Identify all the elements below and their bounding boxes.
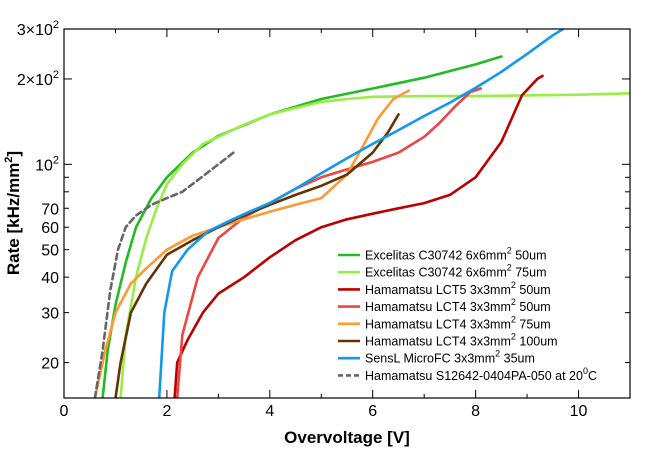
legend-entry-6: SensL MicroFC 3x3mm2 35um [365,349,535,366]
legend-entry-7: Hamamatsu S12642-0404PA-050 at 200C [365,366,597,383]
y-tick-label: 30 [41,306,59,323]
plot-frame [63,28,631,399]
y-tick-labels: 20 30 40 50 60 70 102 2×102 3×102 [17,19,59,373]
y-tick-label-exponent: 102 [35,154,59,174]
y-tick-label: 70 [41,201,59,218]
x-tick-label: 0 [60,403,69,420]
y-axis-label: Rate [kHz/mm2] [3,151,23,275]
legend-entry-0: Excelitas C30742 6x6mm2 50um [365,246,547,263]
series-line-3 [175,87,483,398]
y-axis-label-group: Rate [kHz/mm2] [3,151,23,275]
series-line-4 [93,89,411,398]
series-layer [93,29,630,398]
x-tick-label: 8 [471,403,480,420]
x-tick-label: 4 [265,403,274,420]
series-line-2 [173,74,544,398]
y-tick-label: 60 [41,220,59,237]
y-tick-label: 50 [41,243,59,260]
legend-entry-3: Hamamatsu LCT4 3x3mm2 50um [365,297,551,314]
series-line-6 [157,29,565,398]
x-tick-label: 2 [162,403,171,420]
series-line-7 [93,149,238,398]
y-tick-label: 20 [41,356,59,373]
y-tick-label: 40 [41,270,59,287]
x-tick-label: 6 [368,403,377,420]
x-tick-label: 10 [570,403,588,420]
x-tick-labels: 0 2 4 6 8 10 [60,403,588,420]
legend-entry-2: Hamamatsu LCT5 3x3mm2 50um [365,280,551,297]
y-tick-label-exponent: 2×102 [17,69,59,89]
y-tick-label-exponent: 3×102 [17,19,59,39]
legend-entry-1: Excelitas C30742 6x6mm2 75um [365,263,547,280]
legend-entry-5: Hamamatsu LCT4 3x3mm2 100um [365,332,558,349]
legend-entry-4: Hamamatsu LCT4 3x3mm2 75um [365,314,551,331]
x-axis-label: Overvoltage [V] [284,428,410,447]
